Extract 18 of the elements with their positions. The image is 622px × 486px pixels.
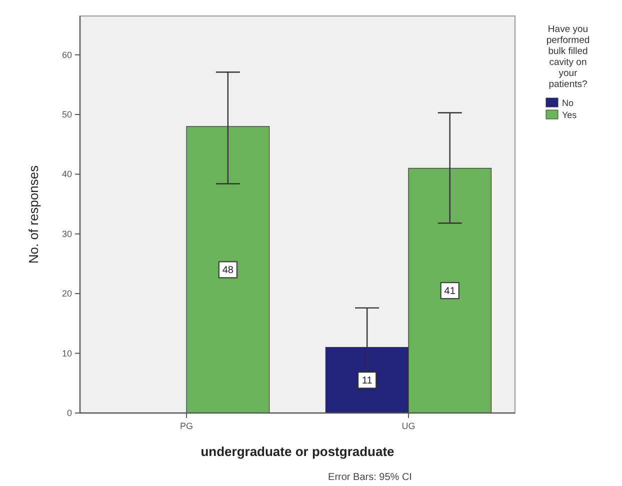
x-tick-label: PG xyxy=(180,421,194,431)
legend-label: Yes xyxy=(562,110,578,120)
x-axis-title: undergraduate or postgraduate xyxy=(200,444,394,459)
y-axis-title: No. of responses xyxy=(26,164,41,264)
legend-label: No xyxy=(562,98,574,108)
data-label: 11 xyxy=(362,376,373,387)
y-tick-label: 0 xyxy=(66,408,72,418)
x-tick-label: UG xyxy=(402,421,416,431)
data-label: 48 xyxy=(222,265,234,276)
y-tick-label: 50 xyxy=(62,110,72,120)
y-tick-label: 10 xyxy=(62,348,72,358)
y-tick-label: 20 xyxy=(62,288,72,299)
text: Error Bars: 95% CI xyxy=(328,472,412,483)
legend-title: Have you performed bulk filled cavity on your patients? xyxy=(546,24,590,90)
y-tick-label: 40 xyxy=(62,169,72,180)
data-label: 41 xyxy=(444,286,456,298)
y-tick-label: 60 xyxy=(62,50,72,60)
y-tick-label: 30 xyxy=(62,228,72,239)
